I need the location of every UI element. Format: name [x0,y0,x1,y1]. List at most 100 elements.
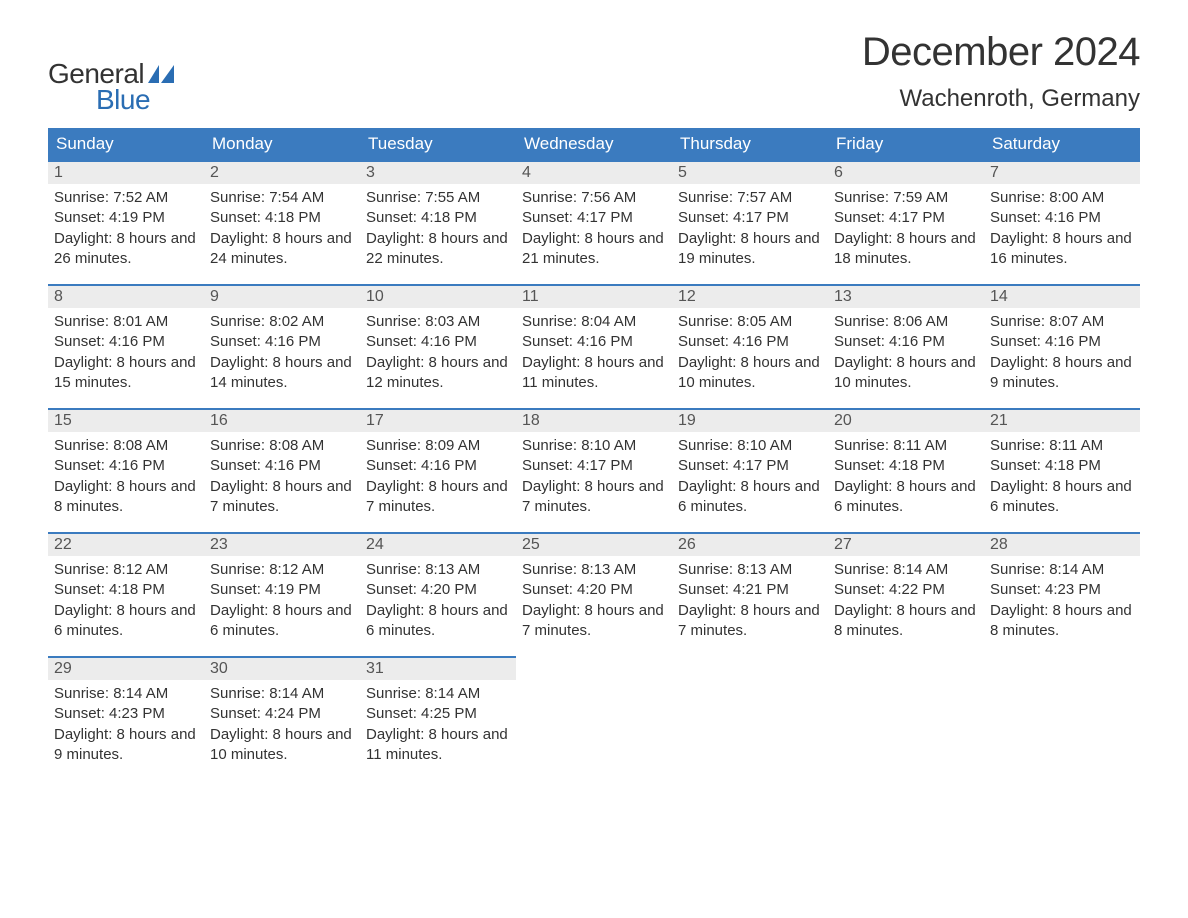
weekday-header: Friday [828,128,984,160]
calendar-week-row: 29Sunrise: 8:14 AMSunset: 4:23 PMDayligh… [48,656,1140,780]
daylight-line: Daylight: 8 hours and 16 minutes. [990,229,1134,270]
calendar-day-cell: 3Sunrise: 7:55 AMSunset: 4:18 PMDaylight… [360,160,516,284]
daylight-line: Daylight: 8 hours and 11 minutes. [366,725,510,766]
weekday-header: Tuesday [360,128,516,160]
day-number-bar: 6 [828,160,984,184]
daylight-line: Daylight: 8 hours and 10 minutes. [678,353,822,394]
day-details: Sunrise: 8:10 AMSunset: 4:17 PMDaylight:… [672,432,828,523]
sunset-line: Sunset: 4:16 PM [990,208,1134,228]
day-details: Sunrise: 7:57 AMSunset: 4:17 PMDaylight:… [672,184,828,275]
calendar-day-cell: 21Sunrise: 8:11 AMSunset: 4:18 PMDayligh… [984,408,1140,532]
sunset-line: Sunset: 4:17 PM [522,208,666,228]
calendar-day-cell: 11Sunrise: 8:04 AMSunset: 4:16 PMDayligh… [516,284,672,408]
calendar-day-cell: 24Sunrise: 8:13 AMSunset: 4:20 PMDayligh… [360,532,516,656]
sunset-line: Sunset: 4:18 PM [834,456,978,476]
sunset-line: Sunset: 4:24 PM [210,704,354,724]
sunrise-line: Sunrise: 8:05 AM [678,312,822,332]
day-number-bar: 4 [516,160,672,184]
calendar-day-cell: 27Sunrise: 8:14 AMSunset: 4:22 PMDayligh… [828,532,984,656]
sunrise-line: Sunrise: 7:57 AM [678,188,822,208]
day-details: Sunrise: 8:11 AMSunset: 4:18 PMDaylight:… [828,432,984,523]
daylight-line: Daylight: 8 hours and 14 minutes. [210,353,354,394]
sunrise-line: Sunrise: 8:13 AM [522,560,666,580]
day-number-bar: 9 [204,284,360,308]
calendar-day-cell: 13Sunrise: 8:06 AMSunset: 4:16 PMDayligh… [828,284,984,408]
sunrise-line: Sunrise: 8:14 AM [366,684,510,704]
daylight-line: Daylight: 8 hours and 6 minutes. [990,477,1134,518]
sunset-line: Sunset: 4:17 PM [678,456,822,476]
day-number-bar: 16 [204,408,360,432]
header: General Blue December 2024 Wachenroth, G… [48,30,1140,116]
day-details: Sunrise: 8:00 AMSunset: 4:16 PMDaylight:… [984,184,1140,275]
daylight-line: Daylight: 8 hours and 15 minutes. [54,353,198,394]
daylight-line: Daylight: 8 hours and 6 minutes. [210,601,354,642]
sunset-line: Sunset: 4:23 PM [990,580,1134,600]
day-number-bar: 1 [48,160,204,184]
daylight-line: Daylight: 8 hours and 9 minutes. [990,353,1134,394]
daylight-line: Daylight: 8 hours and 8 minutes. [834,601,978,642]
day-details: Sunrise: 8:14 AMSunset: 4:23 PMDaylight:… [984,556,1140,647]
day-details: Sunrise: 8:12 AMSunset: 4:19 PMDaylight:… [204,556,360,647]
sunset-line: Sunset: 4:19 PM [210,580,354,600]
sunset-line: Sunset: 4:20 PM [366,580,510,600]
day-number-bar: 20 [828,408,984,432]
month-title: December 2024 [862,30,1140,75]
day-details: Sunrise: 8:14 AMSunset: 4:23 PMDaylight:… [48,680,204,771]
day-number-bar: 28 [984,532,1140,556]
daylight-line: Daylight: 8 hours and 10 minutes. [834,353,978,394]
calendar-table: SundayMondayTuesdayWednesdayThursdayFrid… [48,128,1140,780]
daylight-line: Daylight: 8 hours and 6 minutes. [678,477,822,518]
sunset-line: Sunset: 4:23 PM [54,704,198,724]
day-details: Sunrise: 8:08 AMSunset: 4:16 PMDaylight:… [204,432,360,523]
sunrise-line: Sunrise: 8:13 AM [678,560,822,580]
sunrise-line: Sunrise: 7:52 AM [54,188,198,208]
day-number-bar: 29 [48,656,204,680]
sunrise-line: Sunrise: 8:14 AM [210,684,354,704]
calendar-week-row: 22Sunrise: 8:12 AMSunset: 4:18 PMDayligh… [48,532,1140,656]
calendar-day-cell: 22Sunrise: 8:12 AMSunset: 4:18 PMDayligh… [48,532,204,656]
calendar-day-cell: 12Sunrise: 8:05 AMSunset: 4:16 PMDayligh… [672,284,828,408]
sunset-line: Sunset: 4:17 PM [678,208,822,228]
day-number-bar: 3 [360,160,516,184]
sunrise-line: Sunrise: 8:13 AM [366,560,510,580]
day-details: Sunrise: 8:03 AMSunset: 4:16 PMDaylight:… [360,308,516,399]
sunrise-line: Sunrise: 8:08 AM [210,436,354,456]
sunrise-line: Sunrise: 8:09 AM [366,436,510,456]
sunset-line: Sunset: 4:16 PM [990,332,1134,352]
day-number-bar: 7 [984,160,1140,184]
daylight-line: Daylight: 8 hours and 10 minutes. [210,725,354,766]
weekday-header: Saturday [984,128,1140,160]
weekday-header: Monday [204,128,360,160]
calendar-day-cell: 23Sunrise: 8:12 AMSunset: 4:19 PMDayligh… [204,532,360,656]
day-details: Sunrise: 8:01 AMSunset: 4:16 PMDaylight:… [48,308,204,399]
day-number-bar: 27 [828,532,984,556]
weekday-header: Wednesday [516,128,672,160]
day-number-bar: 26 [672,532,828,556]
daylight-line: Daylight: 8 hours and 24 minutes. [210,229,354,270]
calendar-day-cell: 5Sunrise: 7:57 AMSunset: 4:17 PMDaylight… [672,160,828,284]
sunrise-line: Sunrise: 7:59 AM [834,188,978,208]
calendar-day-cell: 10Sunrise: 8:03 AMSunset: 4:16 PMDayligh… [360,284,516,408]
weekday-header-row: SundayMondayTuesdayWednesdayThursdayFrid… [48,128,1140,160]
sunset-line: Sunset: 4:18 PM [990,456,1134,476]
sunrise-line: Sunrise: 8:10 AM [678,436,822,456]
daylight-line: Daylight: 8 hours and 19 minutes. [678,229,822,270]
day-details: Sunrise: 8:11 AMSunset: 4:18 PMDaylight:… [984,432,1140,523]
calendar-body: 1Sunrise: 7:52 AMSunset: 4:19 PMDaylight… [48,160,1140,780]
calendar-day-cell: 16Sunrise: 8:08 AMSunset: 4:16 PMDayligh… [204,408,360,532]
daylight-line: Daylight: 8 hours and 12 minutes. [366,353,510,394]
sunrise-line: Sunrise: 8:12 AM [54,560,198,580]
calendar-day-cell [516,656,672,780]
sunrise-line: Sunrise: 8:12 AM [210,560,354,580]
sunset-line: Sunset: 4:19 PM [54,208,198,228]
day-details: Sunrise: 8:12 AMSunset: 4:18 PMDaylight:… [48,556,204,647]
sunrise-line: Sunrise: 7:54 AM [210,188,354,208]
day-number-bar: 22 [48,532,204,556]
daylight-line: Daylight: 8 hours and 11 minutes. [522,353,666,394]
day-details: Sunrise: 7:55 AMSunset: 4:18 PMDaylight:… [360,184,516,275]
daylight-line: Daylight: 8 hours and 6 minutes. [366,601,510,642]
sunset-line: Sunset: 4:20 PM [522,580,666,600]
sunset-line: Sunset: 4:17 PM [522,456,666,476]
sunrise-line: Sunrise: 8:01 AM [54,312,198,332]
calendar-day-cell: 17Sunrise: 8:09 AMSunset: 4:16 PMDayligh… [360,408,516,532]
